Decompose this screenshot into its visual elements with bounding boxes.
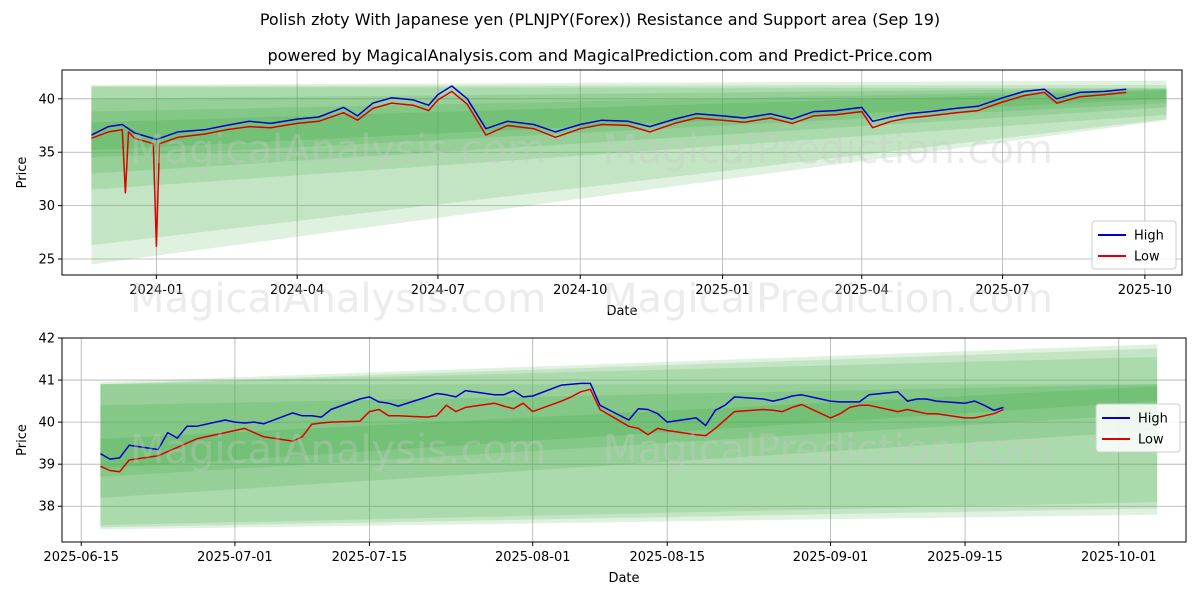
y-tick-label: 38 [38, 500, 55, 515]
band [91, 88, 1167, 174]
band [91, 84, 1167, 246]
x-tick-label: 2025-06-15 [43, 550, 119, 565]
watermark-right: MagicalPrediction.com [603, 276, 1053, 322]
y-tick-label: 30 [38, 199, 55, 214]
x-tick-label: 2025-07-01 [197, 550, 273, 565]
y-axis-label: Price [15, 157, 30, 189]
y-tick-label: 35 [38, 146, 55, 161]
band [100, 344, 1158, 530]
x-tick-label: 2024-04 [270, 283, 324, 298]
x-tick-label: 2025-09-01 [793, 550, 869, 565]
x-tick-label: 2025-10-01 [1081, 550, 1157, 565]
band [100, 348, 1158, 528]
series-line-low [91, 90, 1127, 247]
watermark-right: MagicalPrediction.com [603, 127, 1053, 173]
watermark-left: MagicalAnalysis.com [130, 427, 546, 473]
legend-label-low: Low [1138, 433, 1164, 448]
band [100, 386, 1158, 469]
x-tick-label: 2025-01 [695, 283, 749, 298]
x-tick-label: 2024-01 [129, 283, 183, 298]
band [91, 89, 1167, 158]
x-tick-label: 2025-07 [975, 283, 1029, 298]
x-tick-label: 2025-04 [835, 283, 889, 298]
y-tick-label: 39 [38, 458, 55, 473]
legend-label-low: Low [1134, 250, 1160, 265]
y-tick-label: 40 [38, 92, 55, 107]
chart-subtitle: powered by MagicalAnalysis.com and Magic… [267, 46, 933, 65]
legend-label-high: High [1134, 229, 1164, 244]
support-resistance-bands [91, 80, 1167, 265]
plot-2: 2025-06-15 2025-07-01 2025-07-15 2025-08-01… [15, 332, 1187, 586]
legend: High Low [1095, 403, 1181, 453]
plot-frame [61, 337, 1187, 543]
plot-frame [61, 69, 1183, 276]
y-tick-label: 40 [38, 416, 55, 431]
series-lines [100, 382, 1004, 473]
series-line-high [91, 85, 1127, 141]
series-lines [91, 85, 1127, 247]
watermark-left: MagicalAnalysis.com [130, 127, 546, 173]
watermark-right: MagicalPrediction.com [603, 427, 1053, 473]
x-axis-label: Date [606, 304, 637, 319]
x-tick-label: 2024-07 [411, 283, 465, 298]
band [100, 384, 1158, 498]
x-tick-label: 2025-07-15 [332, 550, 408, 565]
series-line-high [100, 382, 1004, 460]
band [100, 384, 1158, 477]
chart-title: Polish złoty With Japanese yen (PLNJPY(F… [259, 10, 941, 29]
x-tick-label: 2025-08-01 [495, 550, 571, 565]
watermark-left: MagicalAnalysis.com [130, 276, 546, 322]
band [100, 356, 1158, 526]
legend-label-high: High [1138, 412, 1168, 427]
x-axis-label: Date [608, 571, 639, 586]
legend: High Low [1091, 220, 1177, 270]
support-resistance-bands [100, 344, 1158, 530]
x-tick-label: 2025-09-15 [927, 550, 1003, 565]
y-tick-label: 41 [38, 374, 55, 389]
series-line-low [100, 388, 1004, 473]
x-tick-label: 2025-08-15 [629, 550, 705, 565]
plot-1: 2024-01 2024-04 2024-07 2024-10 2025-01 2025-… [15, 69, 1183, 319]
y-axis-label: Price [15, 424, 30, 456]
y-tick-label: 25 [38, 252, 55, 267]
x-tick-label: 2025-10 [1118, 283, 1172, 298]
y-tick-label: 42 [38, 332, 55, 347]
band [91, 80, 1167, 265]
band [91, 90, 1167, 151]
x-tick-label: 2024-10 [553, 283, 607, 298]
